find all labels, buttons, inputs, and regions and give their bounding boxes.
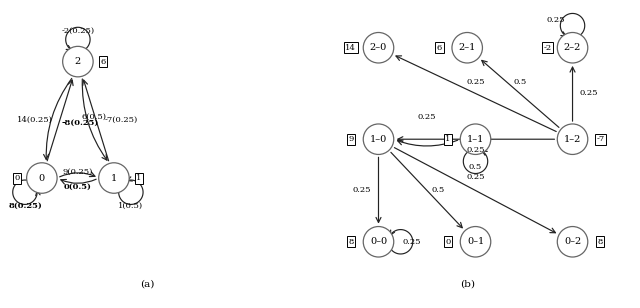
- Text: (b): (b): [460, 280, 475, 289]
- Text: 1–1: 1–1: [467, 135, 484, 144]
- Text: 14: 14: [346, 44, 356, 52]
- Text: 14(0.25): 14(0.25): [17, 116, 53, 124]
- Text: 1: 1: [445, 135, 451, 143]
- Text: 1–0: 1–0: [370, 135, 387, 144]
- Text: 2–2: 2–2: [564, 43, 581, 52]
- Text: 6: 6: [437, 44, 442, 52]
- Circle shape: [557, 33, 588, 63]
- Text: 2–0: 2–0: [370, 43, 387, 52]
- Circle shape: [63, 47, 93, 77]
- Text: 0.5: 0.5: [469, 163, 482, 171]
- Text: 6(0.5): 6(0.5): [82, 113, 107, 121]
- Text: 0–2: 0–2: [564, 237, 581, 246]
- Circle shape: [460, 124, 491, 155]
- Text: 1–2: 1–2: [564, 135, 581, 144]
- Circle shape: [364, 33, 394, 63]
- Text: 0: 0: [14, 174, 20, 182]
- Circle shape: [364, 124, 394, 155]
- Text: 0.25: 0.25: [467, 173, 484, 180]
- Text: 0: 0: [445, 238, 451, 246]
- Text: 9(0.25): 9(0.25): [63, 168, 93, 176]
- Text: 8: 8: [348, 238, 353, 246]
- Text: -2(0.25): -2(0.25): [61, 27, 95, 35]
- Text: 0.25: 0.25: [403, 238, 421, 246]
- Text: 0(0.5): 0(0.5): [64, 183, 92, 191]
- Text: -2: -2: [543, 44, 552, 52]
- Text: 1: 1: [136, 174, 141, 182]
- Text: (a): (a): [140, 280, 154, 289]
- Text: -7: -7: [596, 135, 604, 143]
- Text: 0.25: 0.25: [547, 16, 565, 24]
- Text: 0.25: 0.25: [467, 146, 484, 154]
- Circle shape: [452, 33, 483, 63]
- Text: -7(0.25): -7(0.25): [104, 116, 138, 124]
- Circle shape: [557, 124, 588, 155]
- Text: 0.5: 0.5: [431, 187, 445, 194]
- Text: 1(0.5): 1(0.5): [118, 202, 143, 210]
- Text: 0.25: 0.25: [580, 90, 598, 97]
- Text: 0–0: 0–0: [370, 237, 387, 246]
- Text: 9: 9: [348, 135, 353, 143]
- Text: 0.25: 0.25: [467, 79, 484, 86]
- Text: 0.25: 0.25: [353, 187, 371, 194]
- Text: 0.25: 0.25: [418, 113, 436, 121]
- Text: 0.5: 0.5: [513, 79, 527, 86]
- Circle shape: [364, 227, 394, 257]
- Circle shape: [460, 227, 491, 257]
- Text: 8: 8: [598, 238, 603, 246]
- Text: 2: 2: [75, 57, 81, 66]
- Text: 0–1: 0–1: [467, 237, 484, 246]
- Text: -8(0.25): -8(0.25): [62, 119, 99, 127]
- Circle shape: [27, 163, 57, 193]
- Circle shape: [99, 163, 129, 193]
- Text: 0: 0: [39, 173, 45, 183]
- Text: 2–1: 2–1: [458, 43, 476, 52]
- Text: 6: 6: [100, 58, 106, 66]
- Text: 1: 1: [111, 173, 117, 183]
- Text: 8(0.25): 8(0.25): [8, 202, 42, 210]
- Circle shape: [557, 227, 588, 257]
